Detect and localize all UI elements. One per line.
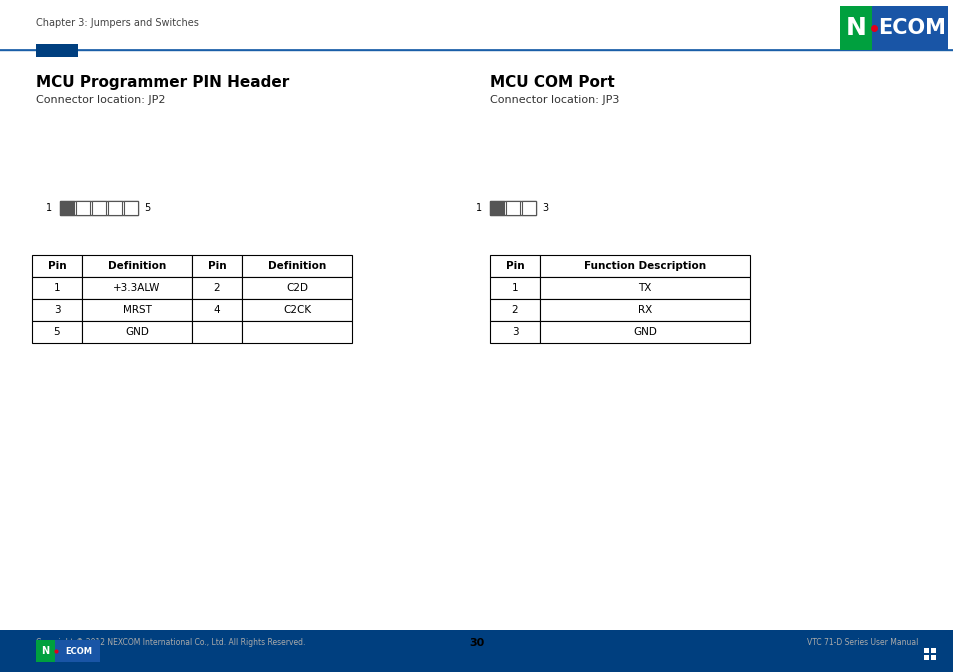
- Bar: [505, 201, 519, 215]
- Text: Copyright © 2012 NEXCOM International Co., Ltd. All Rights Reserved.: Copyright © 2012 NEXCOM International Co…: [36, 638, 305, 647]
- Text: N: N: [42, 646, 50, 656]
- Bar: [36, 640, 100, 662]
- Bar: [242, 321, 352, 343]
- Text: Connector location: JP2: Connector location: JP2: [36, 95, 165, 105]
- Text: Function Description: Function Description: [583, 261, 705, 271]
- Bar: [192, 277, 242, 299]
- Text: Definition: Definition: [108, 261, 166, 271]
- Text: 5: 5: [144, 203, 150, 213]
- Text: GND: GND: [633, 327, 657, 337]
- Bar: [91, 201, 106, 215]
- Bar: [76, 201, 90, 215]
- Bar: [930, 648, 935, 653]
- Bar: [539, 277, 749, 299]
- Bar: [539, 321, 749, 343]
- Text: Connector location: JP3: Connector location: JP3: [490, 95, 618, 105]
- Bar: [82, 299, 192, 321]
- Text: MRST: MRST: [122, 305, 152, 315]
- Bar: [82, 255, 192, 277]
- Text: 3: 3: [53, 305, 60, 315]
- Bar: [521, 201, 536, 215]
- Bar: [124, 201, 138, 215]
- Bar: [923, 655, 928, 660]
- Bar: [32, 255, 82, 277]
- Text: 1: 1: [476, 203, 481, 213]
- Bar: [242, 299, 352, 321]
- Text: 30: 30: [469, 638, 484, 648]
- Text: Pin: Pin: [208, 261, 226, 271]
- Text: N: N: [845, 16, 865, 40]
- Text: 2: 2: [511, 305, 517, 315]
- Bar: [36, 44, 78, 57]
- Text: 1: 1: [53, 283, 60, 293]
- Bar: [0, 630, 953, 672]
- Text: GND: GND: [125, 327, 149, 337]
- Bar: [32, 277, 82, 299]
- Text: Pin: Pin: [505, 261, 524, 271]
- Text: Pin: Pin: [48, 261, 67, 271]
- Bar: [923, 648, 928, 653]
- Bar: [192, 299, 242, 321]
- Bar: [82, 321, 192, 343]
- Text: C2D: C2D: [286, 283, 308, 293]
- Bar: [192, 321, 242, 343]
- Bar: [32, 299, 82, 321]
- Text: MCU COM Port: MCU COM Port: [490, 75, 614, 90]
- Text: 3: 3: [511, 327, 517, 337]
- Bar: [242, 277, 352, 299]
- Text: Definition: Definition: [268, 261, 326, 271]
- Bar: [82, 277, 192, 299]
- Bar: [32, 321, 82, 343]
- Text: RX: RX: [638, 305, 652, 315]
- Bar: [490, 255, 539, 277]
- Bar: [36, 640, 55, 662]
- Bar: [108, 201, 122, 215]
- Bar: [60, 201, 138, 215]
- Text: 1: 1: [46, 203, 52, 213]
- Bar: [840, 6, 871, 50]
- Bar: [242, 255, 352, 277]
- Bar: [840, 6, 947, 50]
- Bar: [930, 655, 935, 660]
- Bar: [490, 201, 536, 215]
- Text: ECOM: ECOM: [65, 646, 91, 655]
- Bar: [60, 201, 74, 215]
- Bar: [490, 299, 539, 321]
- Text: 4: 4: [213, 305, 220, 315]
- Text: +3.3ALW: +3.3ALW: [113, 283, 160, 293]
- Text: C2CK: C2CK: [283, 305, 311, 315]
- Bar: [539, 299, 749, 321]
- Text: 1: 1: [511, 283, 517, 293]
- Bar: [490, 321, 539, 343]
- Bar: [192, 255, 242, 277]
- Text: ECOM: ECOM: [877, 18, 944, 38]
- Text: 5: 5: [53, 327, 60, 337]
- Text: Chapter 3: Jumpers and Switches: Chapter 3: Jumpers and Switches: [36, 18, 198, 28]
- Text: MCU Programmer PIN Header: MCU Programmer PIN Header: [36, 75, 289, 90]
- Text: 3: 3: [541, 203, 548, 213]
- Bar: [539, 255, 749, 277]
- Text: TX: TX: [638, 283, 651, 293]
- Bar: [490, 277, 539, 299]
- Text: VTC 71-D Series User Manual: VTC 71-D Series User Manual: [806, 638, 917, 647]
- Text: 2: 2: [213, 283, 220, 293]
- Bar: [490, 201, 503, 215]
